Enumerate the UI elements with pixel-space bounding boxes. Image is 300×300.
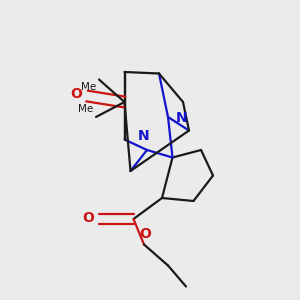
Text: N: N [138,128,150,142]
Text: Me: Me [78,104,93,114]
Text: N: N [176,112,187,125]
Text: O: O [82,211,94,224]
Text: Me: Me [81,82,96,92]
Text: O: O [140,227,152,242]
Text: O: O [70,88,83,101]
